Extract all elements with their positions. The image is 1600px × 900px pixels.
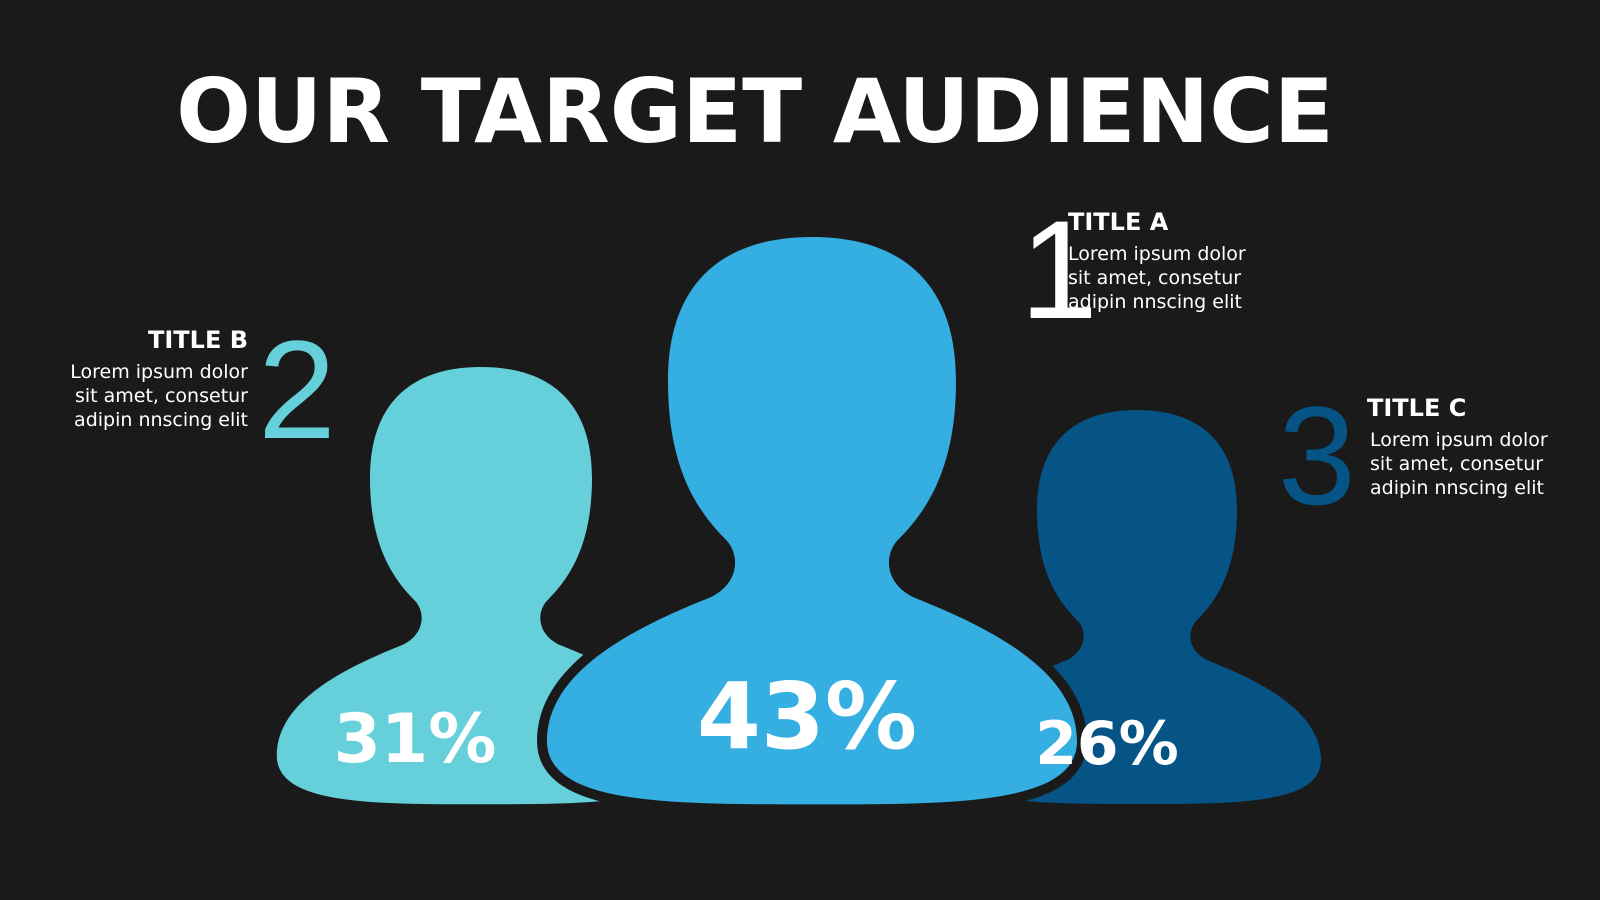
item-text: adipin nnscing elit [1068,291,1242,313]
item-text: adipin nnscing elit [1370,477,1544,499]
item-text: Lorem ipsum dolor [70,361,248,383]
item-title: TITLE B [148,326,248,354]
item-text: Lorem ipsum dolor [1370,429,1548,451]
item-text: adipin nnscing elit [74,409,248,431]
percent-label: 43% [697,663,917,770]
item-number: 1 [1020,191,1098,348]
item-number: 2 [258,311,336,468]
item-text: sit amet, consetur [75,385,248,407]
slide-title: OUR TARGET AUDIENCE [176,60,1334,163]
percent-label: 26% [1035,709,1179,779]
item-text: sit amet, consetur [1068,267,1241,289]
item-text: Lorem ipsum dolor [1068,243,1246,265]
person-figure [547,237,1077,805]
item-text: sit amet, consetur [1370,453,1543,475]
percent-label: 31% [334,700,497,779]
item-number: 3 [1278,377,1356,534]
item-title: TITLE C [1367,394,1466,422]
item-title: TITLE A [1068,208,1169,236]
figures: 31% 26% 43% [276,226,1321,815]
